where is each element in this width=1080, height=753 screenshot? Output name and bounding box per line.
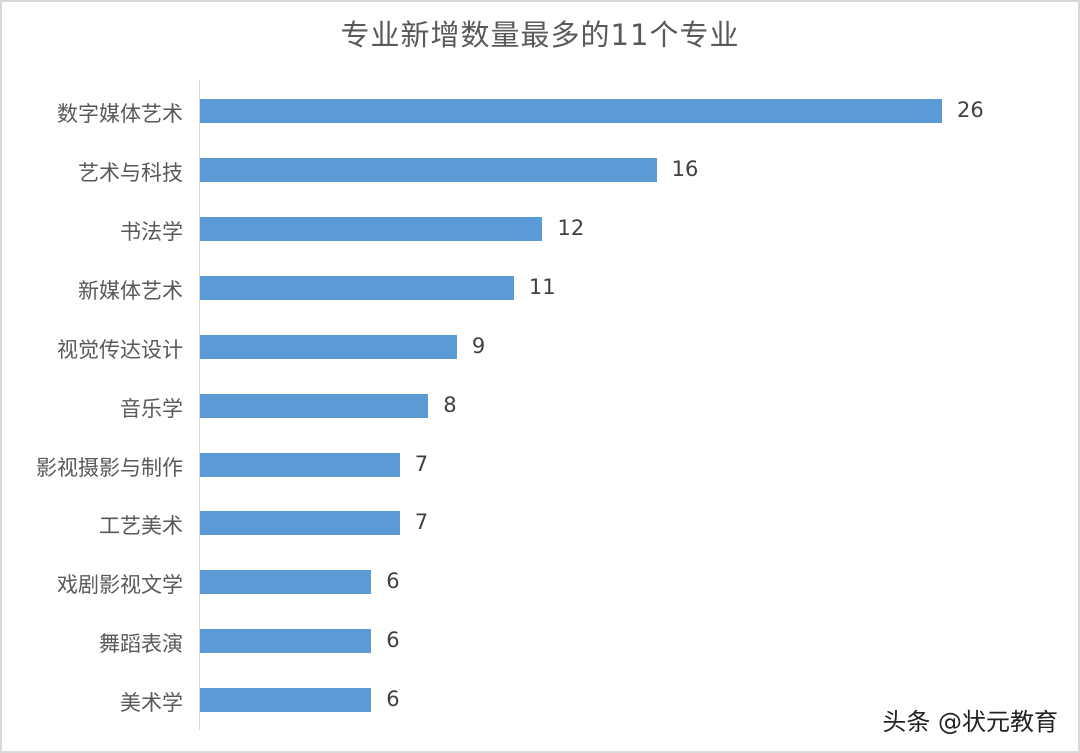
value-label: 6: [386, 687, 400, 711]
category-axis-line: [199, 80, 200, 730]
value-label: 6: [386, 628, 400, 652]
category-label: 音乐学: [120, 397, 183, 421]
bar: [200, 276, 514, 300]
category-label: 美术学: [120, 691, 183, 715]
category-label: 视觉传达设计: [57, 338, 183, 362]
category-label: 艺术与科技: [78, 161, 183, 185]
value-label: 9: [471, 334, 486, 358]
bar: [200, 335, 457, 359]
category-label: 新媒体艺术: [78, 279, 183, 303]
category-label: 书法学: [120, 220, 183, 244]
bar-row: 影视摄影与制作 7: [0, 446, 1080, 486]
bar: [200, 511, 400, 535]
value-label: 12: [557, 216, 585, 240]
bar-row: 新媒体艺术 11: [0, 269, 1080, 309]
bar: [200, 688, 372, 712]
bar: [200, 158, 657, 182]
bar: [200, 99, 942, 123]
category-label: 舞蹈表演: [99, 632, 183, 656]
category-label: 戏剧影视文学: [57, 573, 183, 597]
bar-row: 数字媒体艺术 26: [0, 92, 1080, 132]
value-label: 6: [386, 569, 400, 593]
value-label: 7: [414, 452, 429, 476]
value-label: 26: [957, 98, 984, 122]
value-label: 16: [671, 157, 699, 181]
bar-row: 艺术与科技 16: [0, 151, 1080, 191]
value-label: 8: [443, 393, 457, 417]
bar: [200, 394, 429, 418]
bar-row: 戏剧影视文学 6: [0, 563, 1080, 603]
value-label: 11: [528, 275, 556, 299]
bar: [200, 570, 372, 594]
watermark: 头条 @状元教育: [882, 708, 1058, 736]
category-label: 影视摄影与制作: [36, 456, 183, 480]
bar-row: 美术学 6: [0, 681, 1080, 721]
bar: [200, 629, 372, 653]
bar: [200, 217, 543, 241]
bar-row: 视觉传达设计 9: [0, 328, 1080, 368]
chart-title: 专业新增数量最多的11个专业: [340, 18, 740, 52]
bar-row: 舞蹈表演 6: [0, 622, 1080, 662]
value-label: 7: [414, 510, 429, 534]
bar-row: 工艺美术 7: [0, 504, 1080, 544]
bar-row: 音乐学 8: [0, 387, 1080, 427]
category-label: 工艺美术: [99, 514, 183, 538]
bar-row: 书法学 12: [0, 210, 1080, 250]
category-label: 数字媒体艺术: [57, 102, 183, 126]
bar: [200, 453, 400, 477]
